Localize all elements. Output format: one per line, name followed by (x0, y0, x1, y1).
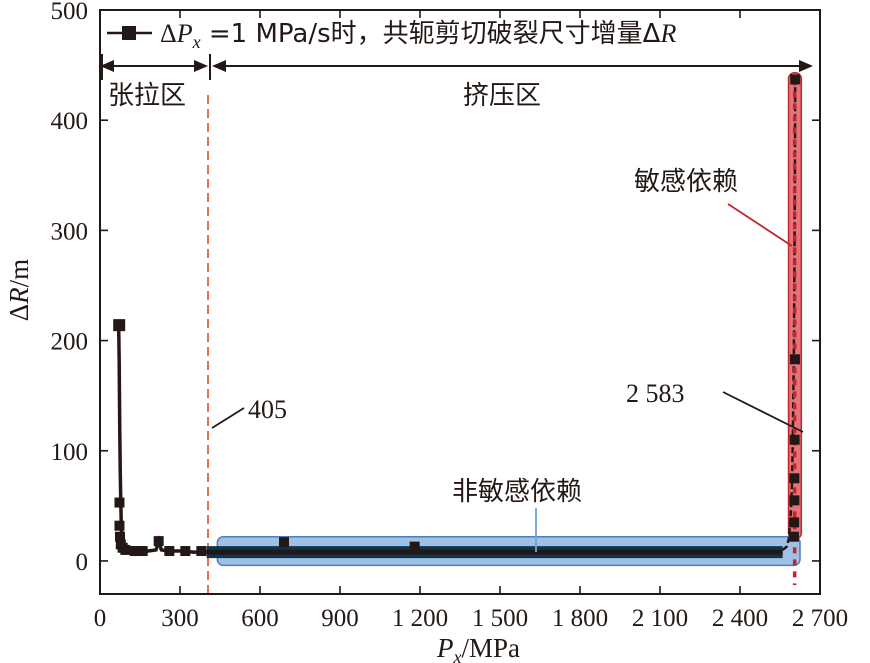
marker-flat-0 (279, 537, 289, 548)
x-tick-label-0: 0 (94, 605, 107, 632)
tick-layer: 0 300 600 900 1 200 1 500 1 800 2 100 2 400 2 700… (51, 0, 849, 632)
y-tick-label-2: 200 (51, 329, 89, 356)
y-tick-label-4: 400 (51, 108, 89, 135)
y-tick-label-1: 100 (51, 439, 89, 466)
sensitive-label: 敏感依赖 (634, 167, 738, 197)
marker-tension-6 (120, 544, 131, 555)
legend-marker-sample (122, 26, 136, 40)
x-tick-label-9: 2 700 (792, 605, 848, 632)
annotations: 405 敏感依赖 2 583 非敏感依赖 (211, 167, 804, 552)
marker-tension-7 (129, 546, 140, 557)
tension-arrow-head-left (100, 60, 114, 72)
marker-tension-0 (113, 319, 126, 332)
boundary-leader (211, 407, 245, 429)
critical-value-label: 2 583 (626, 379, 685, 408)
marker-sensitive-0 (790, 74, 801, 85)
marker-sensitive-6 (788, 531, 799, 542)
critical-leader (722, 391, 804, 433)
y-tick-label-0: 0 (76, 549, 89, 576)
compression-arrow-head-right (799, 60, 813, 72)
y-tick-label-3: 300 (51, 218, 89, 245)
y-tick-label-5: 500 (51, 0, 89, 25)
marker-layer (113, 74, 801, 557)
marker-tension-9 (153, 536, 164, 547)
marker-tension-2 (114, 520, 125, 531)
x-tick-label-7: 2 100 (632, 605, 688, 632)
x-tick-label-5: 1 500 (472, 605, 528, 632)
marker-sensitive-2 (789, 434, 800, 445)
legend-text: ΔPx =1 MPa/s时，共轭剪切破裂尺寸增量ΔR (160, 19, 676, 52)
marker-tension-10 (164, 546, 175, 557)
plot-frame (99, 9, 821, 595)
marker-tension-11 (180, 546, 191, 557)
x-tick-label-1: 300 (161, 605, 199, 632)
marker-tension-8 (137, 546, 148, 557)
marker-sensitive-1 (789, 354, 800, 365)
x-tick-label-4: 1 200 (392, 605, 448, 632)
series-tension-line (116, 325, 207, 554)
x-axis-title: Px/MPa (436, 633, 520, 663)
marker-sensitive-4 (789, 495, 800, 506)
marker-flat-1 (409, 541, 420, 552)
tension-arrow-head-right (194, 60, 208, 72)
region-arrows: 张拉区 挤压区 (100, 54, 813, 111)
tension-zone-label: 张拉区 (108, 81, 186, 111)
sensitive-leader (727, 203, 793, 247)
marker-sensitive-3 (789, 473, 800, 484)
boundary-value-label: 405 (248, 395, 287, 424)
y-axis-title: ΔR/m (4, 259, 34, 321)
legend: ΔPx =1 MPa/s时，共轭剪切破裂尺寸增量ΔR (107, 19, 676, 52)
series-layer (116, 79, 797, 586)
compression-zone-label: 挤压区 (463, 81, 541, 111)
compression-arrow-head-left (212, 60, 226, 72)
x-tick-label-8: 2 400 (712, 605, 768, 632)
marker-tension-12 (196, 546, 207, 557)
insensitive-label: 非敏感依赖 (452, 477, 582, 507)
marker-tension-3 (115, 531, 125, 542)
x-tick-label-6: 1 800 (552, 605, 608, 632)
marker-sensitive-5 (789, 517, 800, 528)
x-tick-label-3: 900 (321, 605, 359, 632)
x-tick-label-2: 600 (241, 605, 279, 632)
marker-tension-1 (114, 497, 125, 508)
